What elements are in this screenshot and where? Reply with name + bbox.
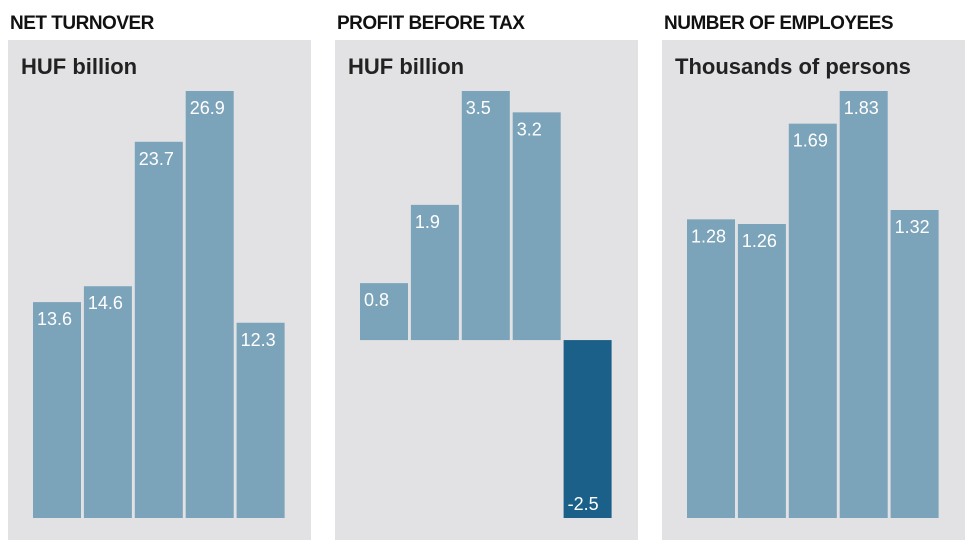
bar bbox=[134, 141, 183, 518]
chart-title: NET TURNOVER bbox=[10, 13, 155, 34]
value-label: 1.32 bbox=[895, 217, 930, 237]
value-label: 12.3 bbox=[241, 330, 276, 350]
bar bbox=[890, 210, 939, 518]
bar bbox=[788, 123, 837, 519]
chart-title: NUMBER OF EMPLOYEES bbox=[664, 13, 893, 34]
bar bbox=[461, 91, 510, 341]
value-label: 23.7 bbox=[139, 149, 174, 169]
chart: NET TURNOVER HUF billion 13.6 14.6 23.7 26.9 1… bbox=[8, 13, 311, 540]
bar bbox=[563, 340, 612, 518]
value-label: 1.69 bbox=[793, 131, 828, 151]
chart-subtitle: HUF billion bbox=[348, 54, 464, 79]
bar bbox=[512, 112, 561, 341]
value-label: 13.6 bbox=[37, 309, 72, 329]
value-label: 1.28 bbox=[691, 226, 726, 246]
chart-title: PROFIT BEFORE TAX bbox=[337, 13, 525, 34]
value-label: 1.83 bbox=[844, 98, 879, 118]
bar bbox=[83, 286, 132, 518]
bar bbox=[236, 322, 285, 518]
bar bbox=[410, 204, 459, 341]
chart: NUMBER OF EMPLOYEES Thousands of persons 1… bbox=[662, 13, 965, 540]
value-label: 3.2 bbox=[517, 119, 542, 139]
chart-subtitle: HUF billion bbox=[21, 54, 137, 79]
chart-subtitle: Thousands of persons bbox=[675, 54, 911, 79]
chart: PROFIT BEFORE TAX HUF billion 0.8 1.9 3.5 3.2… bbox=[335, 13, 638, 540]
bar bbox=[839, 91, 888, 518]
value-label: 14.6 bbox=[88, 293, 123, 313]
value-label: 26.9 bbox=[190, 98, 225, 118]
bar bbox=[33, 302, 81, 518]
value-label: 3.5 bbox=[466, 98, 491, 118]
value-label: 0.8 bbox=[364, 290, 389, 310]
bar bbox=[737, 224, 786, 518]
value-label: 1.9 bbox=[415, 212, 440, 232]
bar bbox=[687, 219, 735, 519]
value-label: -2.5 bbox=[568, 494, 599, 514]
bar bbox=[185, 91, 234, 518]
value-label: 1.26 bbox=[742, 231, 777, 251]
bar bbox=[360, 283, 408, 341]
